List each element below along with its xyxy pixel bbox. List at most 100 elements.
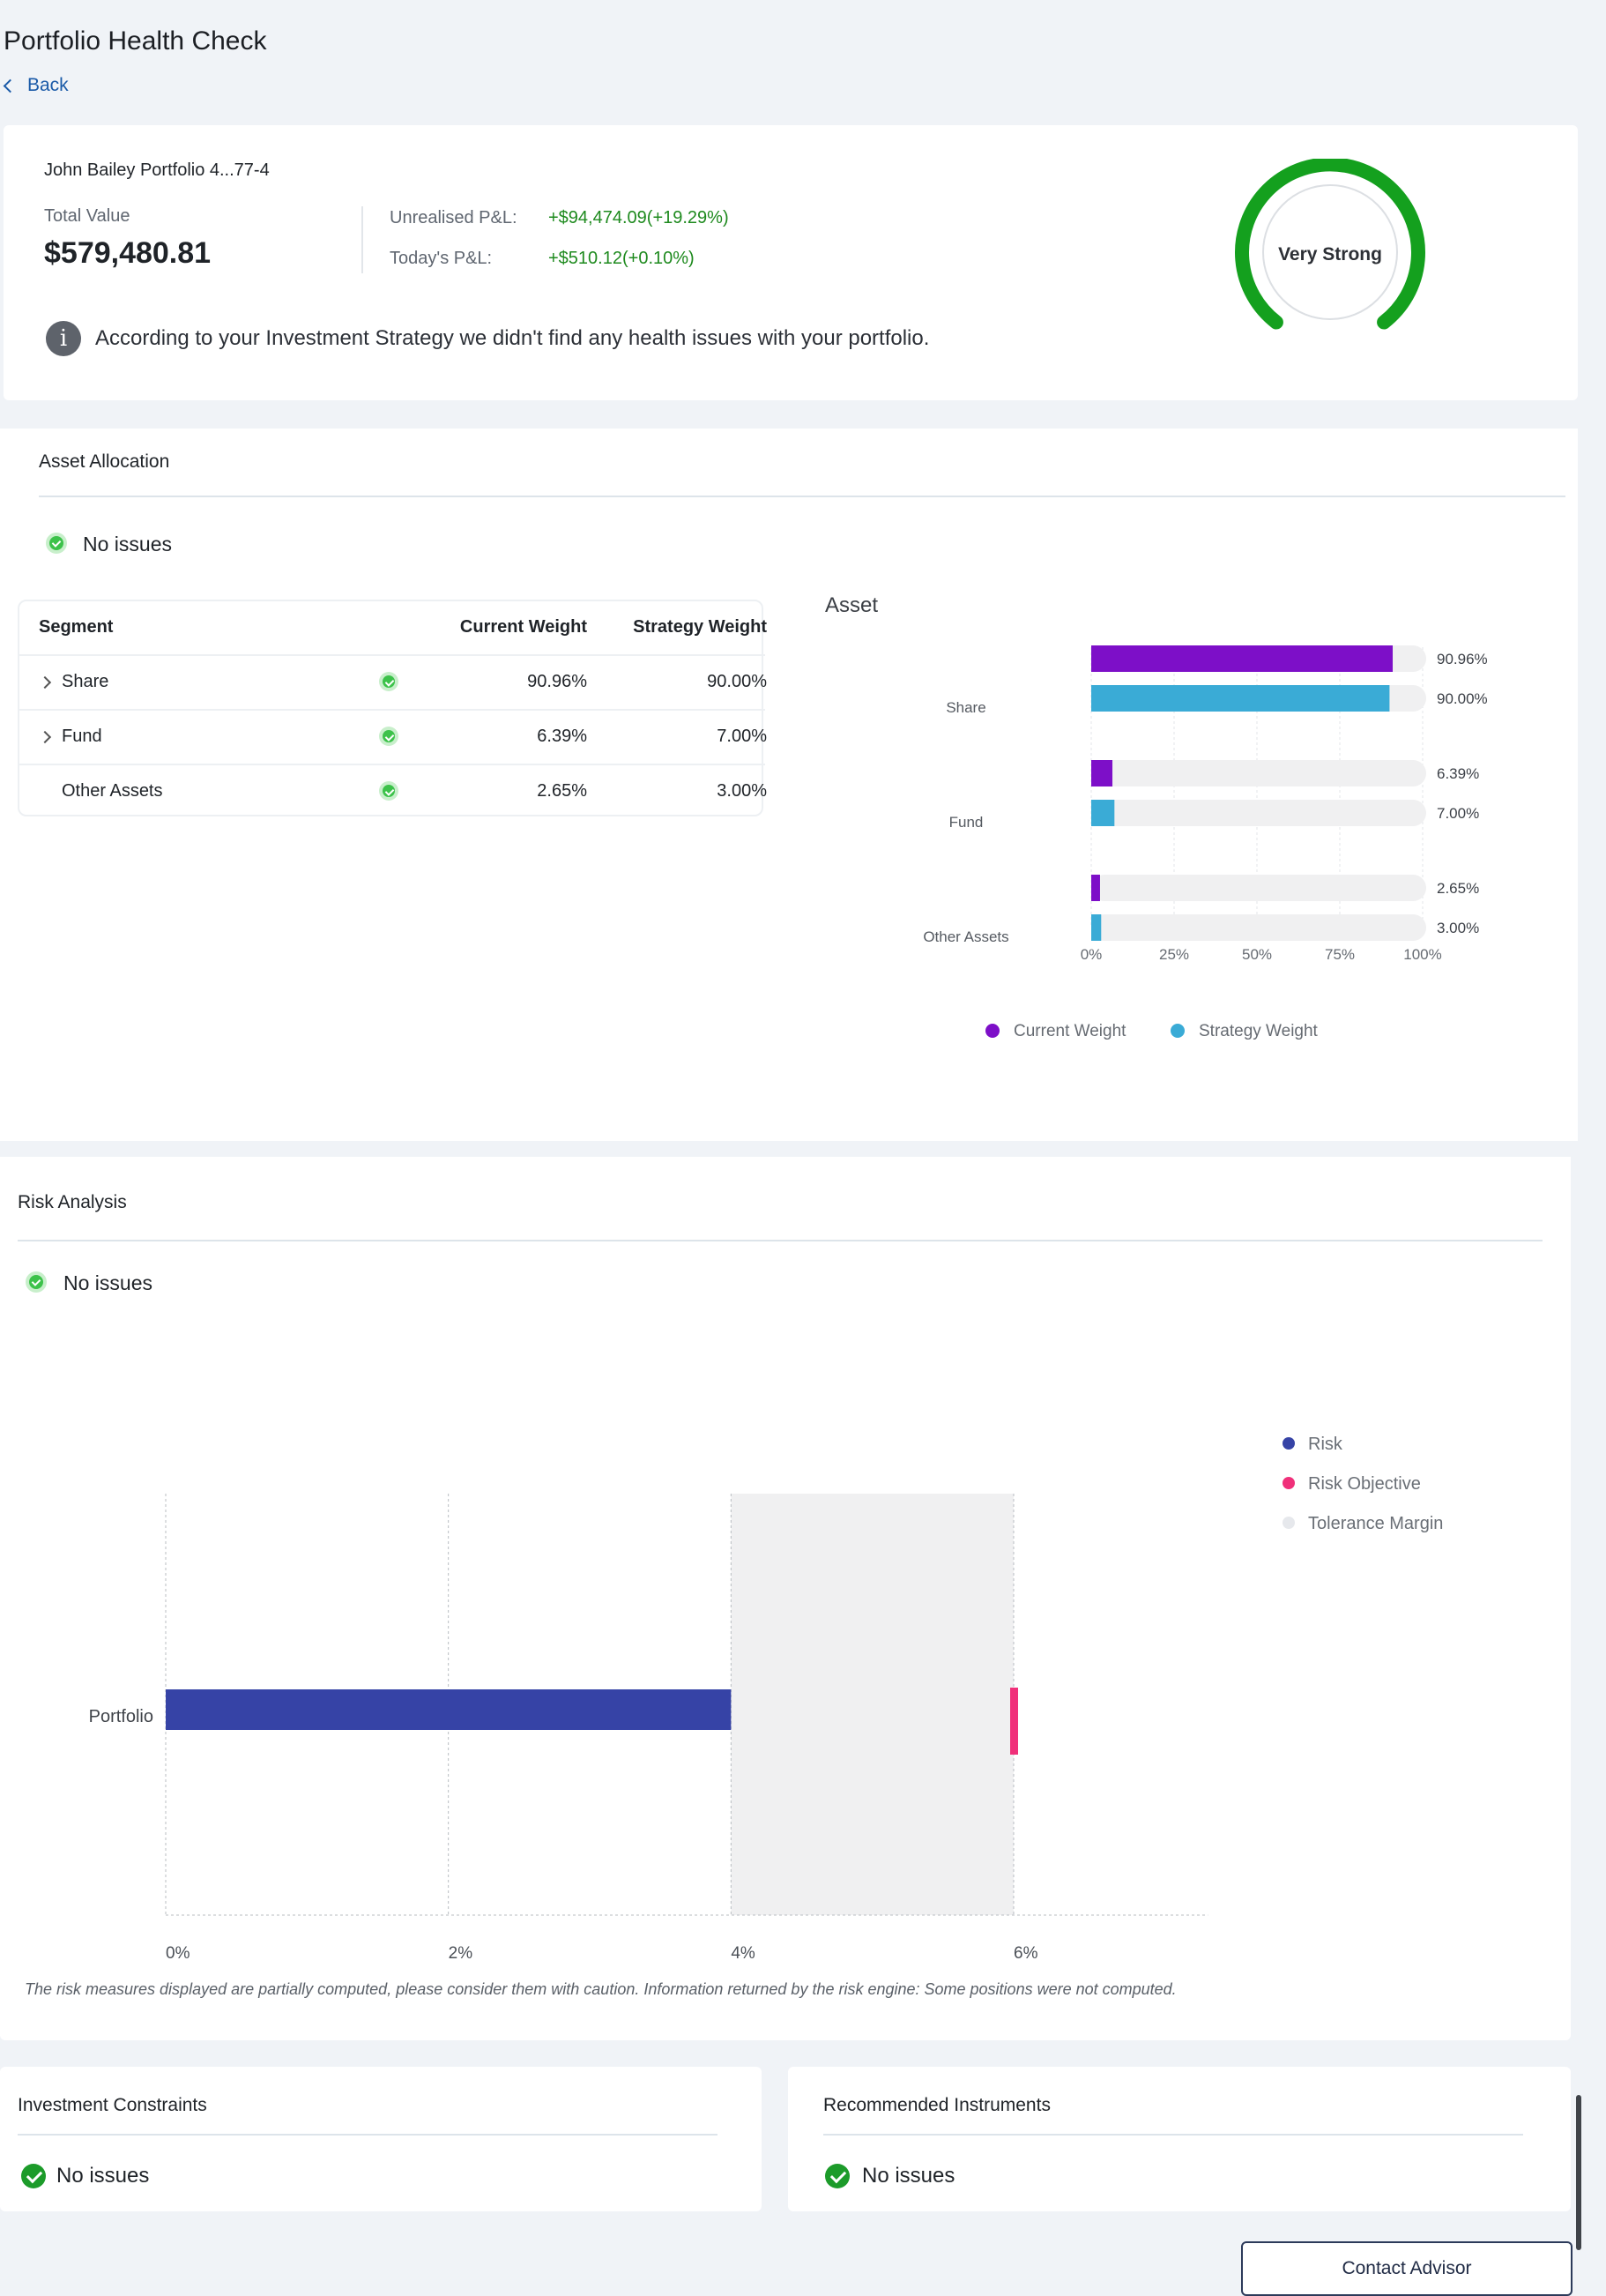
x-tick-label: 6%	[1014, 1944, 1038, 1963]
x-tick-label: 100%	[1403, 946, 1441, 963]
contact-advisor-label: Contact Advisor	[1342, 2258, 1472, 2278]
info-message: According to your Investment Strategy we…	[95, 326, 930, 350]
summary-divider	[361, 206, 363, 273]
current-weight: 90.96%	[527, 672, 587, 691]
legend-label: Risk	[1308, 1435, 1343, 1454]
investment-constraints-card: Investment Constraints No issues	[0, 2067, 762, 2211]
category-label: Fund	[949, 814, 984, 831]
legend-marker	[1171, 1024, 1185, 1038]
info-icon: i	[46, 321, 81, 356]
investment-constraints-status: No issues	[56, 2164, 150, 2188]
check-icon	[383, 730, 395, 742]
scrollbar-thumb[interactable]	[1576, 2095, 1581, 2250]
risk-bar	[166, 1689, 732, 1730]
x-tick-label: 75%	[1325, 946, 1355, 963]
table-row[interactable]: Fund 6.39% 7.00%	[19, 709, 767, 763]
segment-name: Share	[62, 672, 109, 691]
chevron-left-icon	[3, 78, 18, 93]
x-tick-label: 4%	[731, 1944, 755, 1963]
investment-constraints-title: Investment Constraints	[18, 2095, 207, 2115]
asset-allocation-divider	[39, 496, 1565, 497]
total-value: $579,480.81	[44, 236, 212, 270]
today-pnl-label: Today's P&L:	[390, 249, 493, 268]
x-tick-label: 0%	[1081, 946, 1103, 963]
risk-analysis-divider	[18, 1240, 1543, 1241]
bar-track	[1091, 875, 1426, 901]
header-segment: Segment	[39, 617, 114, 637]
legend-label: Risk Objective	[1308, 1474, 1421, 1494]
today-pnl-value: +$510.12(+0.10%)	[548, 249, 695, 268]
x-tick-label: 25%	[1159, 946, 1189, 963]
bar-value-label: 90.96%	[1437, 651, 1488, 667]
tolerance-band	[731, 1494, 1014, 1915]
summary-card: John Bailey Portfolio 4...77-4 Total Val…	[4, 125, 1578, 400]
bar-value-label: 7.00%	[1437, 805, 1479, 822]
investment-constraints-divider	[18, 2134, 717, 2136]
chart-title: Asset	[825, 593, 878, 617]
gauge-center-circle	[1262, 184, 1398, 320]
unrealised-pnl-label: Unrealised P&L:	[390, 208, 517, 227]
legend-marker	[1283, 1517, 1295, 1529]
bar	[1091, 914, 1102, 941]
current-weight: 2.65%	[537, 781, 587, 801]
legend-label: Strategy Weight	[1199, 1022, 1319, 1040]
risk-analysis-title: Risk Analysis	[18, 1192, 127, 1212]
total-value-label: Total Value	[44, 206, 130, 226]
risk-analysis-status: No issues	[63, 1271, 152, 1294]
x-tick-label: 50%	[1242, 946, 1272, 963]
bar	[1091, 760, 1113, 786]
chevron-right-icon[interactable]	[38, 675, 52, 690]
segment-name: Fund	[62, 727, 102, 746]
check-icon	[29, 1275, 43, 1289]
back-label: Back	[27, 75, 69, 95]
bar	[1091, 645, 1394, 672]
risk-objective-marker	[1010, 1688, 1018, 1755]
asset-allocation-status: No issues	[83, 533, 172, 555]
bar-value-label: 6.39%	[1437, 765, 1479, 782]
bar-value-label: 2.65%	[1437, 880, 1479, 897]
segment-name: Other Assets	[62, 781, 163, 801]
check-icon	[49, 536, 63, 550]
risk-analysis-section: Risk Analysis No issues 0% 2% 4% 6% Portfoli…	[0, 1157, 1571, 2040]
contact-advisor-button[interactable]: Contact Advisor	[1241, 2241, 1573, 2296]
recommended-instruments-status: No issues	[862, 2164, 955, 2188]
table-row: Other Assets 2.65% 3.00%	[19, 764, 767, 817]
asset-allocation-chart: Asset 0% 25% 50% 75% 100% Share 90.96% 90.00% Fun…	[825, 593, 1488, 1040]
check-icon	[383, 785, 395, 797]
x-tick-label: 0%	[166, 1944, 190, 1963]
portfolio-name: John Bailey Portfolio 4...77-4	[44, 160, 270, 180]
asset-allocation-section: Asset Allocation No issues Segment Curre…	[0, 429, 1578, 1141]
bar-value-label: 3.00%	[1437, 920, 1479, 936]
asset-allocation-title: Asset Allocation	[39, 451, 170, 472]
check-circle-icon	[825, 2164, 850, 2188]
back-link[interactable]: Back	[3, 74, 69, 97]
header-current-weight: Current Weight	[459, 617, 587, 637]
header-strategy-weight: Strategy Weight	[633, 617, 767, 637]
legend-marker	[1283, 1437, 1295, 1450]
legend-label: Current Weight	[1014, 1022, 1126, 1040]
gauge-arc	[1235, 159, 1425, 330]
bar-track	[1091, 760, 1426, 786]
legend-label: Tolerance Margin	[1308, 1514, 1443, 1533]
gauge-label: Very Strong	[1278, 244, 1382, 265]
check-circle-icon	[21, 2164, 46, 2188]
category-label: Other Assets	[923, 928, 1008, 945]
legend-marker	[1283, 1477, 1295, 1489]
recommended-instruments-divider	[823, 2134, 1523, 2136]
current-weight: 6.39%	[537, 727, 587, 746]
strategy-weight: 3.00%	[717, 781, 767, 801]
unrealised-pnl-value: +$94,474.09(+19.29%)	[548, 208, 729, 227]
health-gauge	[1235, 159, 1425, 330]
recommended-instruments-title: Recommended Instruments	[823, 2095, 1051, 2115]
bar-value-label: 90.00%	[1437, 690, 1488, 707]
strategy-weight: 90.00%	[707, 672, 767, 691]
recommended-instruments-card: Recommended Instruments No issues	[788, 2067, 1571, 2211]
bar	[1091, 800, 1115, 826]
table-row[interactable]: Share 90.96% 90.00%	[19, 654, 767, 708]
chevron-right-icon[interactable]	[38, 730, 52, 744]
bar-track	[1091, 914, 1426, 941]
allocation-table: Segment Current Weight Strategy Weight S…	[18, 600, 767, 817]
page-title: Portfolio Health Check	[4, 26, 267, 56]
bar	[1091, 875, 1100, 901]
legend-marker	[985, 1024, 1000, 1038]
